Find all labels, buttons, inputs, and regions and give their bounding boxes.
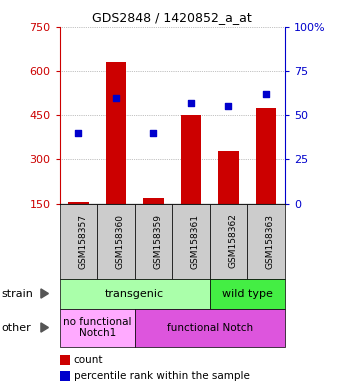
Point <box>226 103 231 109</box>
Bar <box>256 108 276 204</box>
Text: GSM158359: GSM158359 <box>153 214 162 268</box>
Text: other: other <box>2 323 31 333</box>
Bar <box>106 62 126 204</box>
Point <box>263 91 269 97</box>
Text: wild type: wild type <box>222 288 273 298</box>
Text: no functional
Notch1: no functional Notch1 <box>63 317 131 338</box>
Text: GSM158362: GSM158362 <box>228 214 237 268</box>
Text: GSM158357: GSM158357 <box>78 214 87 268</box>
Point <box>188 100 194 106</box>
Text: percentile rank within the sample: percentile rank within the sample <box>74 371 250 381</box>
Bar <box>181 115 201 204</box>
Text: strain: strain <box>2 288 33 298</box>
Bar <box>68 202 89 204</box>
Text: functional Notch: functional Notch <box>167 323 253 333</box>
Title: GDS2848 / 1420852_a_at: GDS2848 / 1420852_a_at <box>92 11 252 24</box>
Point <box>151 130 156 136</box>
Bar <box>218 151 239 204</box>
Text: transgenic: transgenic <box>105 288 164 298</box>
Bar <box>143 198 164 204</box>
Text: GSM158360: GSM158360 <box>116 214 125 268</box>
Text: GSM158361: GSM158361 <box>191 214 200 268</box>
Text: GSM158363: GSM158363 <box>266 214 275 268</box>
Text: count: count <box>74 354 103 364</box>
Point <box>76 130 81 136</box>
Point <box>113 94 119 101</box>
